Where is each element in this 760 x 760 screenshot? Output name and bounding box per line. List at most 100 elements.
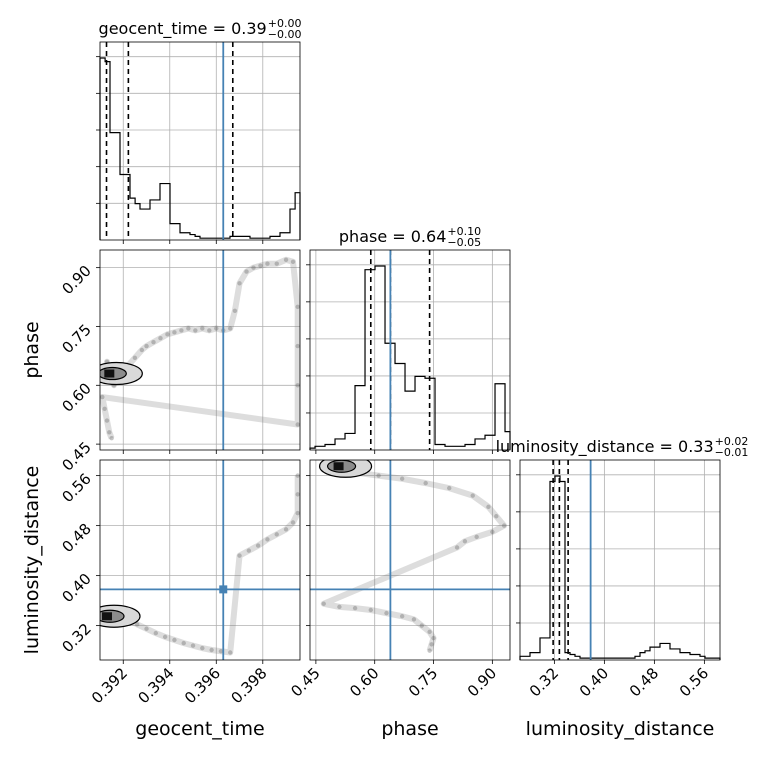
panel-border	[519, 459, 721, 661]
sample-point	[411, 617, 417, 622]
sample-point	[109, 436, 114, 441]
panel-border	[309, 459, 511, 661]
sample-point	[179, 328, 184, 333]
sample-point	[258, 263, 263, 268]
scatter-panel-luminosity-distance-vs-geocent-time	[96, 459, 301, 664]
sample-point	[237, 281, 242, 286]
sample-point	[107, 430, 112, 435]
sample-point	[172, 330, 177, 335]
sample-point	[228, 650, 233, 655]
sample-point	[384, 610, 389, 616]
panel-background	[100, 42, 300, 240]
sample-point	[454, 545, 460, 550]
x-tick-label: 0.90	[464, 664, 500, 700]
panel-border	[309, 249, 511, 451]
sample-point	[490, 529, 495, 535]
title-lower-error: −0.05	[447, 236, 481, 249]
histogram-step-line	[309, 265, 511, 450]
sample-point	[295, 343, 300, 349]
sample-point	[200, 645, 205, 651]
sample-point	[165, 332, 170, 337]
sample-point	[237, 553, 242, 558]
hist-panel-phase	[306, 249, 511, 454]
sample-point	[200, 326, 205, 331]
x-axis-label-phase: phase	[381, 718, 438, 740]
panel-border	[99, 249, 301, 451]
title-upper-error: +0.10	[447, 225, 481, 238]
sample-point	[429, 642, 434, 647]
panel-background	[100, 250, 300, 450]
hist-panel-luminosity-distance	[516, 459, 721, 664]
sample-point	[132, 355, 138, 361]
panel-background	[310, 460, 510, 660]
y-tick-label: 0.90	[58, 262, 94, 298]
density-layer	[100, 250, 300, 450]
y-axis-label-phase: phase	[21, 321, 43, 378]
title-luminosity-distance: luminosity_distance = 0.33 +0.02−0.01	[496, 435, 749, 459]
x-tick-label: 0.60	[346, 664, 382, 700]
sample-point	[251, 265, 256, 270]
sample-point	[186, 326, 191, 331]
sample-point	[214, 326, 219, 331]
x-tick-label: 0.32	[526, 664, 562, 700]
y-tick-label: 0.56	[58, 470, 94, 506]
sample-point	[190, 643, 196, 648]
x-axis-label-geocent-time: geocent_time	[135, 718, 264, 740]
sample-point	[295, 383, 300, 388]
sample-point	[244, 269, 249, 274]
sample-point	[368, 607, 373, 613]
density-peak	[102, 612, 112, 621]
sample-point	[218, 649, 224, 654]
title-main: geocent_time = 0.39	[99, 19, 267, 39]
sample-point	[501, 523, 507, 528]
density-peak	[333, 462, 344, 471]
sample-point	[427, 629, 432, 635]
sample-point	[399, 614, 405, 619]
sample-point	[232, 308, 238, 313]
injection-marker	[219, 585, 228, 594]
sample-point	[295, 422, 300, 427]
y-tick-label: 0.32	[58, 620, 94, 656]
sample-point	[162, 634, 168, 640]
sample-point	[486, 504, 491, 510]
sample-point	[321, 601, 326, 606]
scatter-panel-luminosity-distance-vs-phase	[306, 459, 511, 664]
sample-point	[494, 514, 499, 519]
x-axis-label-luminosity-distance: luminosity_distance	[526, 718, 715, 740]
y-tick-label: 0.75	[58, 321, 94, 357]
title-upper-error: +0.02	[715, 435, 749, 448]
sample-point	[295, 304, 300, 310]
sample-point	[139, 347, 145, 353]
y-tick-label: 0.48	[58, 520, 94, 556]
density-peak	[104, 369, 115, 378]
sample-point	[470, 493, 475, 498]
panel-background	[310, 250, 510, 450]
title-lower-error: −0.00	[268, 28, 302, 41]
sample-point	[337, 604, 342, 610]
sample-point	[427, 648, 432, 653]
density-layer	[100, 460, 300, 660]
sample-point	[153, 630, 159, 636]
y-tick-label: 0.40	[58, 570, 94, 606]
sample-point	[265, 261, 270, 266]
sample-point	[104, 418, 110, 423]
sample-point	[431, 635, 436, 641]
x-tick-label: 0.392	[88, 664, 131, 707]
sample-point	[290, 259, 296, 264]
sample-point	[447, 485, 452, 491]
sample-point	[135, 622, 140, 627]
sample-point	[209, 647, 214, 653]
sample-point	[423, 480, 428, 486]
sample-point	[228, 326, 233, 331]
density-trace	[320, 463, 508, 652]
sample-point	[255, 543, 261, 548]
sample-point	[181, 640, 186, 646]
title-main: luminosity_distance = 0.33	[496, 437, 714, 457]
title-main: phase = 0.64	[339, 227, 446, 246]
sample-point	[102, 406, 107, 412]
x-tick-label: 0.40	[576, 664, 612, 700]
sample-point	[295, 510, 300, 516]
x-tick-label: 0.394	[134, 664, 177, 707]
title-upper-error: +0.00	[268, 17, 302, 30]
